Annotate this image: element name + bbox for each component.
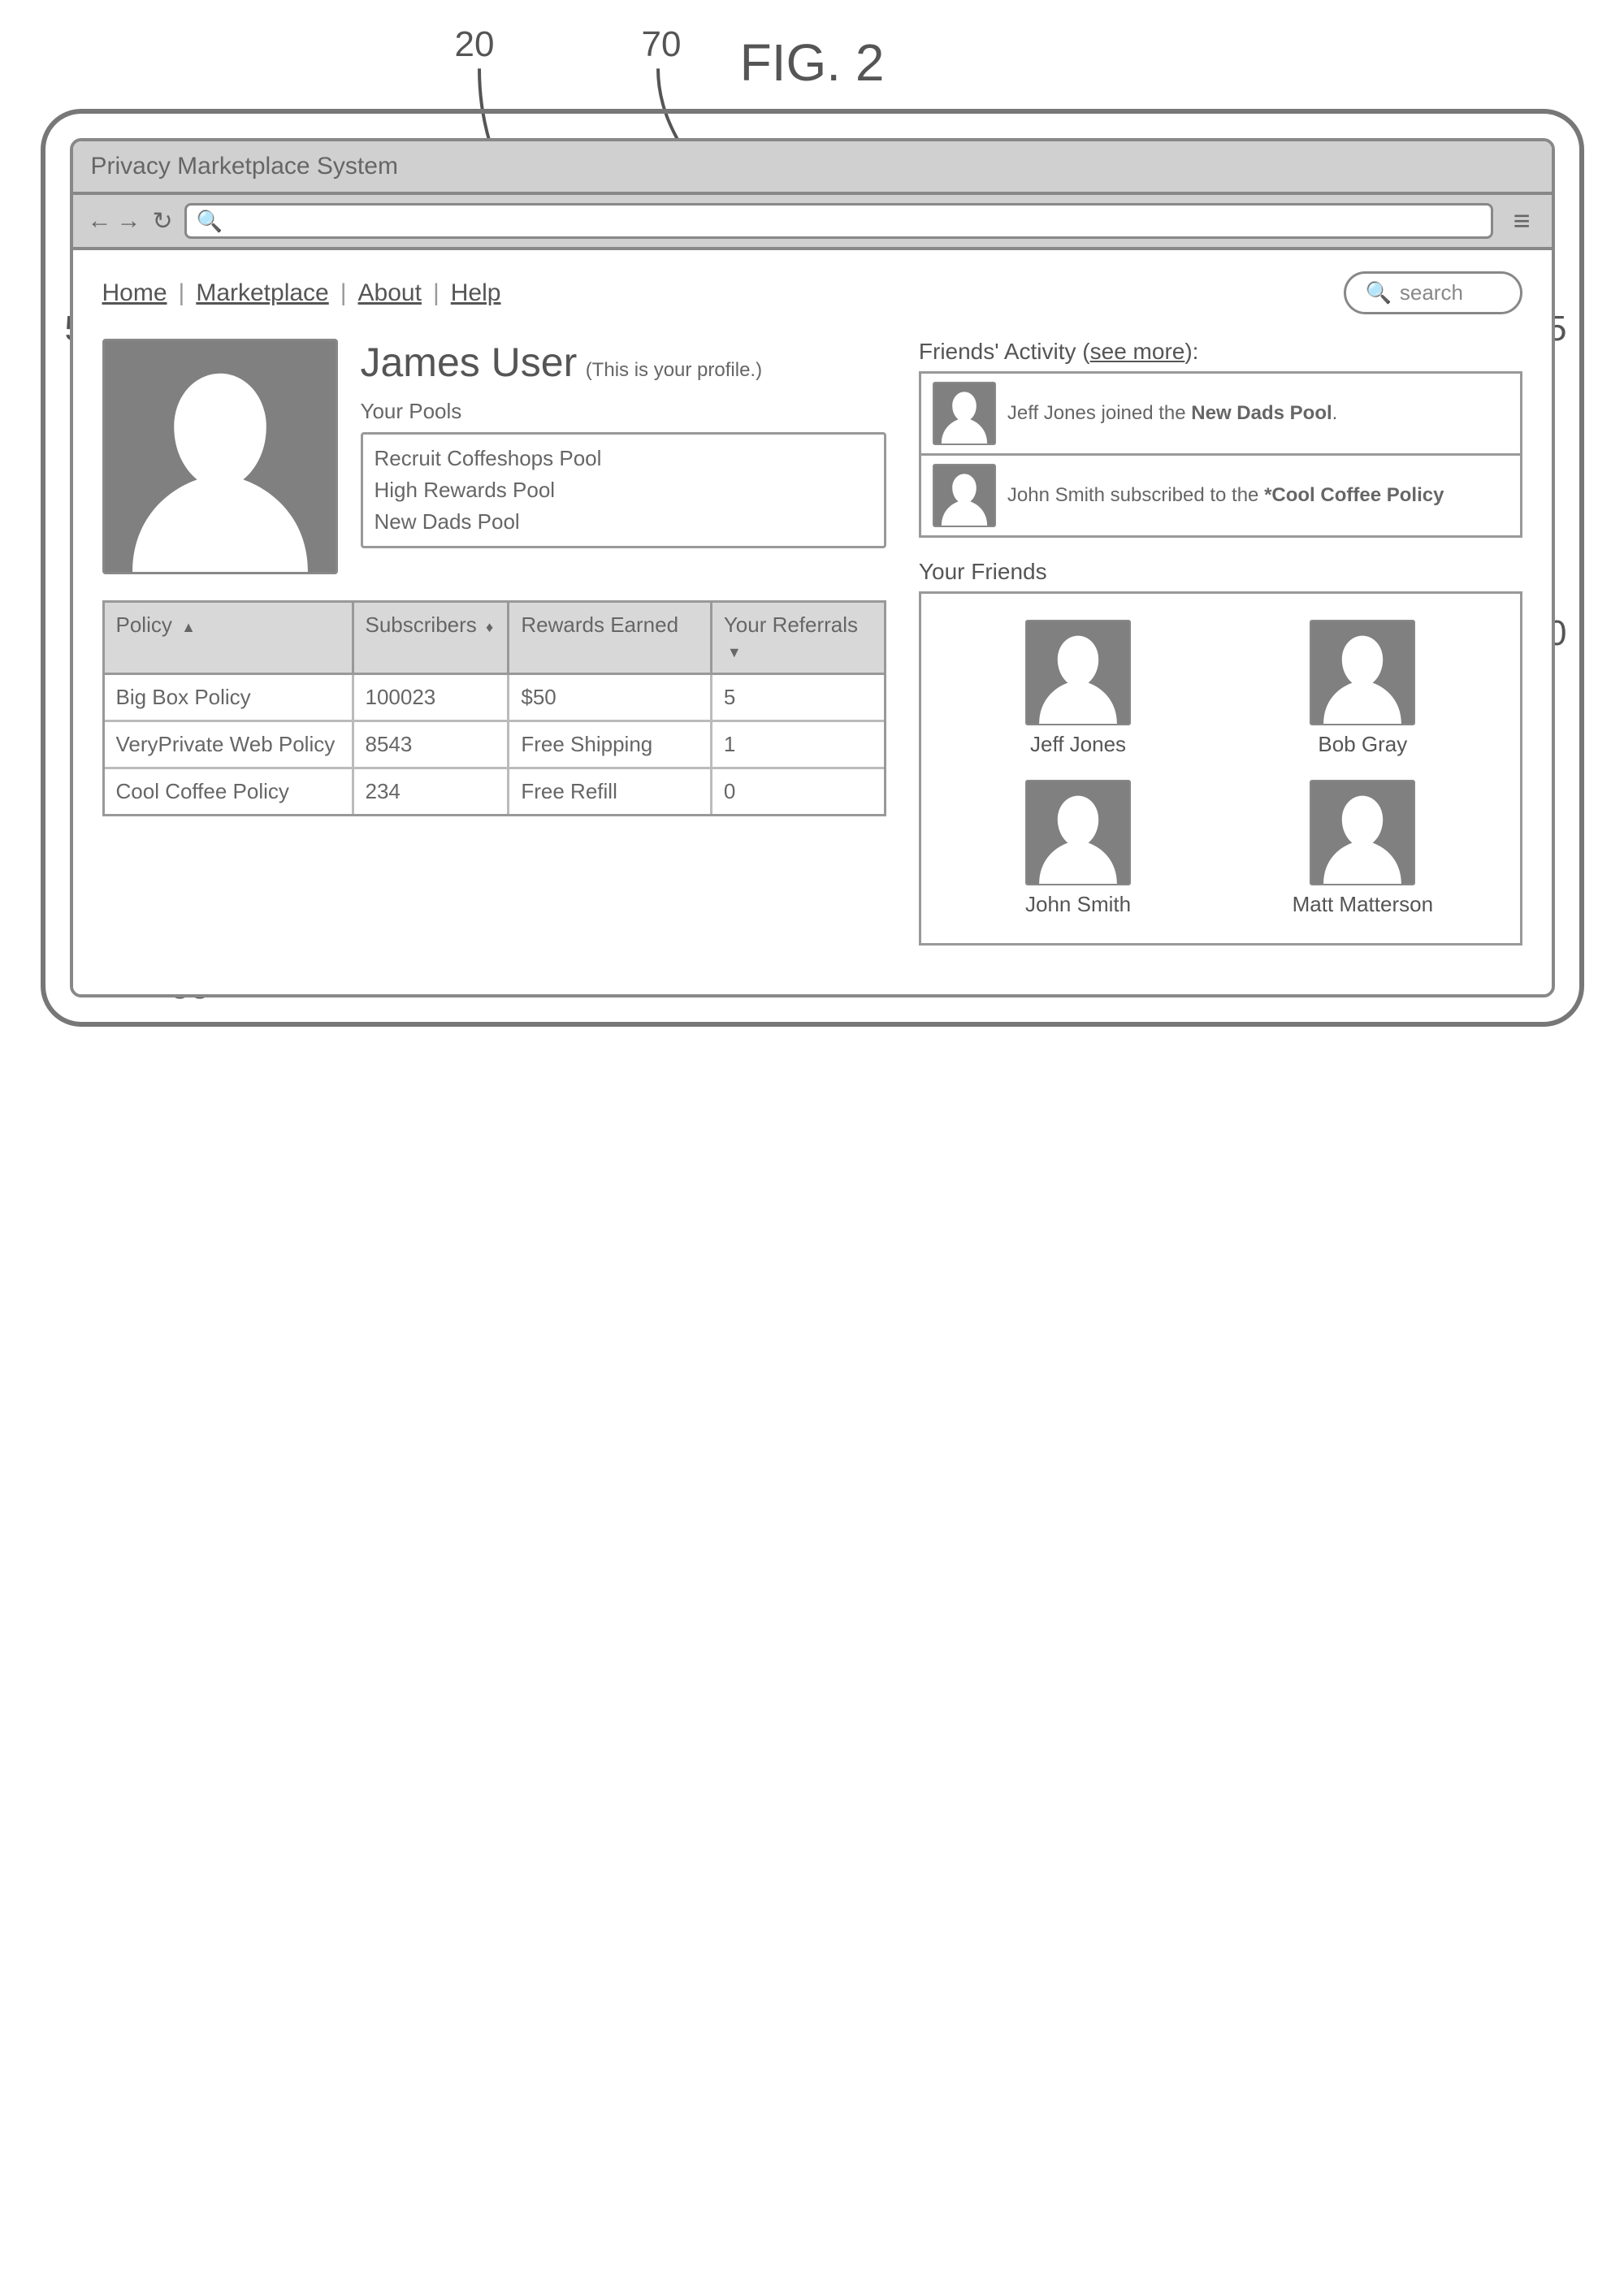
avatar xyxy=(1310,780,1415,885)
callout-70: 70 xyxy=(642,24,682,65)
friend-card[interactable]: John Smith xyxy=(936,768,1220,928)
friend-name: Bob Gray xyxy=(1318,732,1407,757)
friends-grid: Jeff Jones Bob Gray John Smith xyxy=(919,591,1522,946)
profile-name: James User xyxy=(361,340,578,385)
profile-avatar[interactable] xyxy=(102,339,338,574)
avatar xyxy=(933,464,996,527)
nav-forward-icon[interactable]: → xyxy=(117,207,141,235)
see-more-link[interactable]: see more xyxy=(1090,339,1185,364)
sort-icon: ♦ xyxy=(486,619,493,635)
site-search[interactable]: 🔍 search xyxy=(1344,271,1522,314)
figure-label: FIG. 2 xyxy=(41,32,1584,93)
pool-item[interactable]: Recruit Coffeshops Pool xyxy=(375,443,873,474)
sort-up-icon: ▲ xyxy=(181,619,196,635)
window-title: Privacy Marketplace System xyxy=(73,141,1552,195)
friend-name: Jeff Jones xyxy=(1030,732,1126,757)
avatar xyxy=(933,382,996,445)
figure-frame: Privacy Marketplace System ← → ↻ 🔍 ≡ Hom… xyxy=(41,109,1584,1027)
activity-item[interactable]: John Smith subscribed to the *Cool Coffe… xyxy=(921,456,1520,535)
table-row[interactable]: Cool Coffee Policy 234 Free Refill 0 xyxy=(105,769,884,814)
table-row[interactable]: VeryPrivate Web Policy 8543 Free Shippin… xyxy=(105,722,884,769)
search-icon: 🔍 xyxy=(197,209,223,234)
nav-home[interactable]: Home xyxy=(102,279,167,307)
nav-about[interactable]: About xyxy=(358,279,422,307)
friend-card[interactable]: Jeff Jones xyxy=(936,608,1220,768)
reload-icon[interactable]: ↻ xyxy=(153,207,173,236)
activity-heading: Friends' Activity (see more): xyxy=(919,339,1522,365)
menu-icon[interactable]: ≡ xyxy=(1505,212,1536,230)
browser-window: Privacy Marketplace System ← → ↻ 🔍 ≡ Hom… xyxy=(70,138,1555,998)
search-icon: 🔍 xyxy=(1366,280,1392,305)
url-bar[interactable]: 🔍 xyxy=(184,203,1494,239)
friends-heading: Your Friends xyxy=(919,559,1522,585)
avatar xyxy=(1025,780,1131,885)
callout-20: 20 xyxy=(455,24,495,65)
pools-list: Recruit Coffeshops Pool High Rewards Poo… xyxy=(361,432,886,548)
table-row[interactable]: Big Box Policy 100023 $50 5 xyxy=(105,675,884,722)
activity-feed: Jeff Jones joined the New Dads Pool. Joh… xyxy=(919,371,1522,538)
col-referrals[interactable]: Your Referrals ▼ xyxy=(712,603,884,673)
friend-card[interactable]: Matt Matterson xyxy=(1220,768,1505,928)
browser-toolbar: ← → ↻ 🔍 ≡ xyxy=(73,195,1552,250)
col-subscribers[interactable]: Subscribers ♦ xyxy=(354,603,510,673)
nav-marketplace[interactable]: Marketplace xyxy=(196,279,328,307)
avatar xyxy=(1310,620,1415,725)
col-rewards[interactable]: Rewards Earned xyxy=(509,603,712,673)
activity-item[interactable]: Jeff Jones joined the New Dads Pool. xyxy=(921,374,1520,456)
col-policy[interactable]: Policy ▲ xyxy=(105,603,354,673)
friend-name: Matt Matterson xyxy=(1293,892,1433,917)
top-nav: Home| Marketplace| About| Help 🔍 search xyxy=(102,271,1522,314)
pool-item[interactable]: High Rewards Pool xyxy=(375,474,873,506)
friend-card[interactable]: Bob Gray xyxy=(1220,608,1505,768)
sort-down-icon: ▼ xyxy=(727,644,742,660)
pools-heading: Your Pools xyxy=(361,399,886,424)
page-content: Home| Marketplace| About| Help 🔍 search xyxy=(73,250,1552,994)
pool-item[interactable]: New Dads Pool xyxy=(375,506,873,538)
friend-name: John Smith xyxy=(1025,892,1131,917)
search-placeholder: search xyxy=(1400,280,1463,305)
nav-back-icon[interactable]: ← xyxy=(88,207,112,235)
avatar xyxy=(1025,620,1131,725)
nav-help[interactable]: Help xyxy=(451,279,501,307)
policy-table: Policy ▲ Subscribers ♦ Rewards Earned xyxy=(102,600,886,816)
profile-note: (This is your profile.) xyxy=(586,359,762,381)
